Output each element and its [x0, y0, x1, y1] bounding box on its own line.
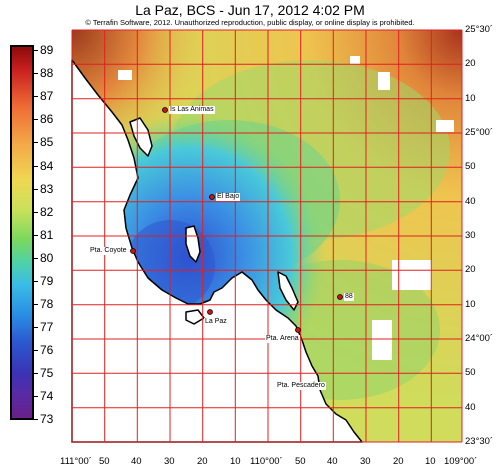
marker-pta-coyote [130, 248, 136, 254]
lat-label: 23°30´ [465, 436, 494, 447]
colorbar-label: 89 [40, 43, 54, 57]
lat-label: 50 [465, 367, 476, 378]
lat-label: 40 [465, 402, 476, 413]
lat-label: 10 [465, 93, 476, 104]
marker-88 [337, 294, 343, 300]
colorbar-label: 85 [40, 135, 54, 149]
lat-label: 25°00´ [465, 127, 494, 138]
lon-label: 50 [295, 456, 306, 467]
colorbar-label: 83 [40, 182, 54, 196]
lon-label: 20 [393, 456, 404, 467]
lon-label: 40 [327, 456, 338, 467]
colorbar-label: 84 [40, 159, 54, 173]
copyright-notice: © Terrafin Software, 2012. Unauthorized … [85, 18, 415, 27]
place-label-el-bajo: El Bajo [216, 193, 241, 201]
place-label-la-paz: La Paz [204, 318, 228, 326]
marker-pta-arena [295, 327, 301, 333]
place-markers [130, 107, 343, 389]
lat-label: 24°00´ [465, 333, 494, 344]
marker-is-las-animas [162, 107, 168, 113]
lat-label: 40 [465, 196, 476, 207]
lon-label: 20 [197, 456, 208, 467]
lon-label: 109°00´ [444, 456, 478, 467]
lat-label: 50 [465, 161, 476, 172]
place-label-pta-pescadero: Pta. Pescadero [276, 382, 326, 390]
land [71, 59, 363, 443]
cloud-masks [118, 56, 454, 360]
lat-label: 10 [465, 299, 476, 310]
colorbar-label: 82 [40, 205, 54, 219]
colorbar-label: 80 [40, 251, 54, 265]
colorbar-label: 87 [40, 89, 54, 103]
lat-label: 20 [465, 58, 476, 69]
place-label-is-las-animas: Is Las Animas [169, 106, 215, 114]
temperature-colorbar [10, 45, 34, 420]
colorbar-label: 88 [40, 66, 54, 80]
lon-label: 111°00´ [60, 456, 92, 467]
lon-label: 30 [164, 456, 175, 467]
marker-la-paz [207, 309, 213, 315]
lat-lon-grid [71, 29, 463, 443]
lon-label: 50 [99, 456, 110, 467]
colorbar-label: 79 [40, 274, 54, 288]
lon-label: 10 [425, 456, 436, 467]
lon-label: 10 [230, 456, 241, 467]
colorbar-label: 75 [40, 366, 54, 380]
lat-label: 20 [465, 264, 476, 275]
lon-label: 40 [131, 456, 142, 467]
marker-el-bajo [209, 194, 215, 200]
lon-label: 30 [360, 456, 371, 467]
colorbar-label: 76 [40, 343, 54, 357]
lon-label: 110°00´ [250, 456, 283, 467]
map-title: La Paz, BCS - Jun 17, 2012 4:02 PM [135, 2, 365, 18]
place-label-pta-arena: Pta. Arena [265, 335, 300, 343]
lat-label: 30 [465, 230, 476, 241]
colorbar-label: 73 [40, 412, 54, 426]
place-label-88: 88 [344, 293, 354, 301]
colorbar-label: 78 [40, 297, 54, 311]
lat-label: 25°30´ [465, 24, 494, 35]
colorbar-label: 77 [40, 320, 54, 334]
place-label-pta-coyote: Pta. Coyote [89, 247, 128, 255]
colorbar-label: 74 [40, 389, 54, 403]
colorbar-label: 81 [40, 228, 54, 242]
colorbar-label: 86 [40, 112, 54, 126]
